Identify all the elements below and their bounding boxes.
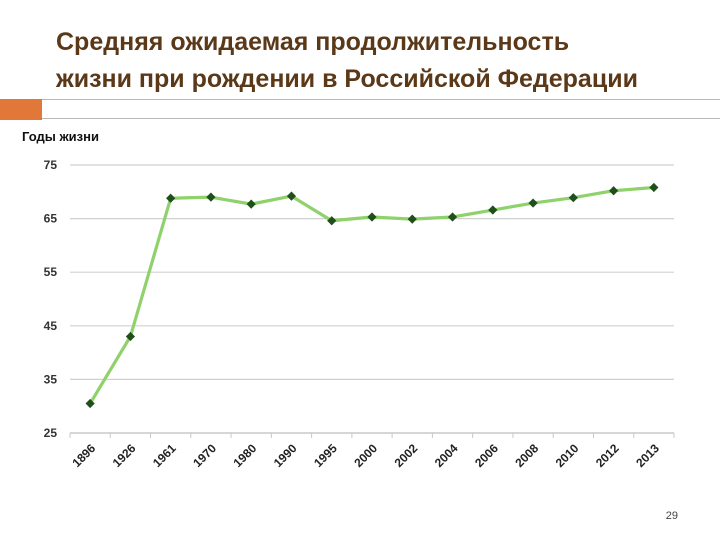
life-expectancy-chart: Годы жизни 25 35 45 55 65 75 1896 1926 1961 1970 19… xyxy=(22,129,675,470)
title-accent-band xyxy=(42,99,720,119)
data-point-2006 xyxy=(488,205,498,215)
page-number: 29 xyxy=(665,510,678,522)
y-tick-label-45: 45 xyxy=(44,319,58,333)
data-point-2012 xyxy=(609,186,619,196)
slide-title-line-2: жизни при рождении в Российской Федераци… xyxy=(56,65,638,93)
y-tick-label-65: 65 xyxy=(44,212,58,226)
y-tick-label-35: 35 xyxy=(44,372,58,386)
data-point-2008 xyxy=(528,198,538,208)
data-point-2000 xyxy=(367,212,377,222)
data-point-2013 xyxy=(649,182,659,193)
x-tick-label-1896: 1896 xyxy=(69,441,98,470)
data-point-1896 xyxy=(85,398,95,409)
x-tick-label-1990: 1990 xyxy=(271,441,300,470)
x-tick-label-1970: 1970 xyxy=(190,441,219,470)
x-tick-label-2010: 2010 xyxy=(553,441,582,470)
x-tick-label-2013: 2013 xyxy=(633,441,662,470)
slide-title: Средняя ожидаемая продолжительность жизн… xyxy=(56,24,706,98)
x-tick-label-2008: 2008 xyxy=(512,441,541,470)
data-point-1980 xyxy=(246,199,256,209)
y-tick-label-75: 75 xyxy=(44,158,58,172)
x-tick-label-2012: 2012 xyxy=(593,441,622,470)
x-tick-label-1980: 1980 xyxy=(231,441,260,470)
data-point-2004 xyxy=(447,212,458,222)
x-tick-label-2000: 2000 xyxy=(351,441,380,470)
chart-container: Годы жизни 25 35 45 55 65 75 1896 1926 1961 1970 19… xyxy=(0,125,720,495)
title-accent-block xyxy=(0,99,42,120)
x-tick-label-1961: 1961 xyxy=(150,441,179,470)
data-point-1990 xyxy=(286,191,297,201)
data-point-2010 xyxy=(568,193,578,203)
data-point-1970 xyxy=(206,192,216,202)
y-axis-label: Годы жизни xyxy=(22,129,99,144)
data-point-2002 xyxy=(407,214,417,224)
slide-title-line-1: Средняя ожидаемая продолжительность xyxy=(56,28,570,56)
x-tick-label-1926: 1926 xyxy=(110,441,139,470)
x-tick-label-2002: 2002 xyxy=(392,441,421,470)
x-tick-label-2004: 2004 xyxy=(432,441,461,470)
x-tick-label-2006: 2006 xyxy=(472,441,501,470)
y-tick-label-25: 25 xyxy=(44,426,58,440)
y-tick-label-55: 55 xyxy=(44,265,58,279)
data-point-1961 xyxy=(166,193,176,203)
data-point-1995 xyxy=(327,216,337,226)
x-tick-label-1995: 1995 xyxy=(311,441,340,470)
